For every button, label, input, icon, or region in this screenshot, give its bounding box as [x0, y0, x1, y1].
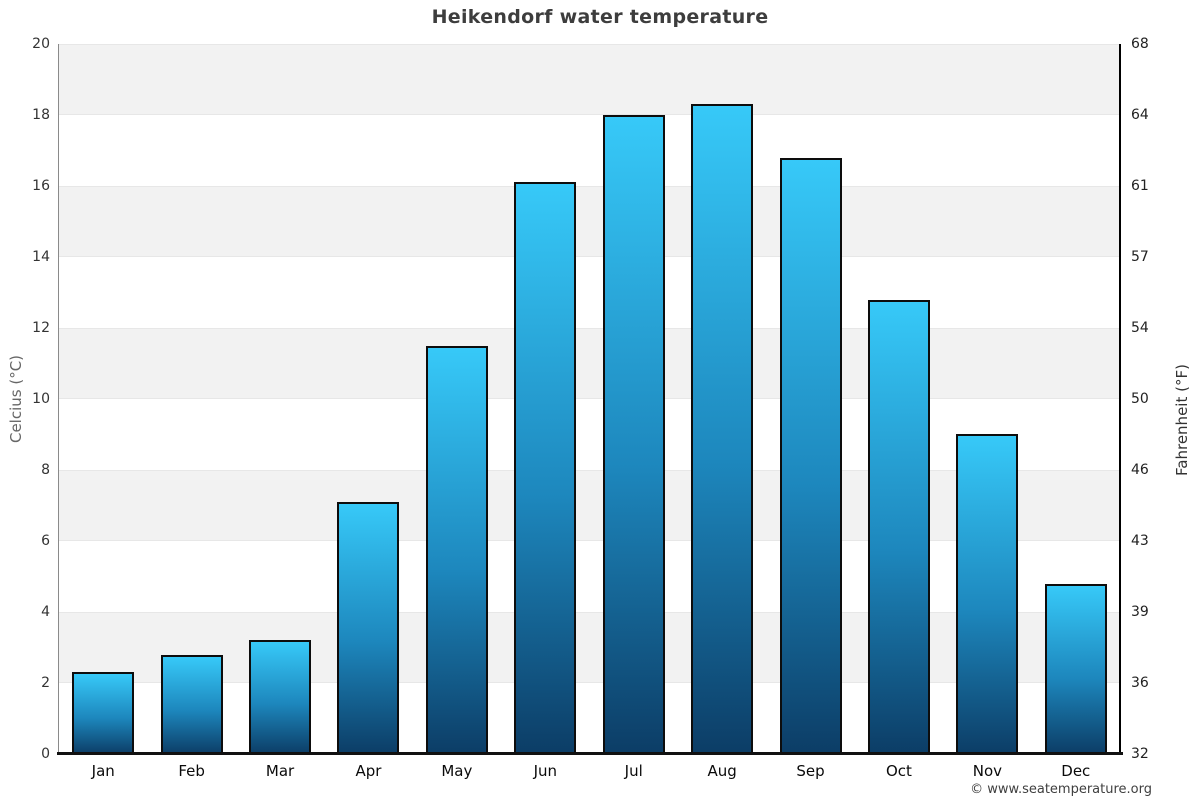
grid-band [59, 612, 1120, 683]
y-axis-left-tick: 2 [41, 675, 50, 691]
temperature-bar-jan [72, 672, 134, 754]
temperature-bar-nov [956, 434, 1018, 754]
temperature-bar-feb [161, 655, 223, 754]
y-axis-right-tick: 61 [1131, 178, 1149, 194]
y-axis-left-line [58, 44, 59, 754]
y-axis-right-title: Fahrenheit (°F) [1173, 364, 1191, 476]
y-axis-left-tick: 18 [32, 107, 50, 123]
y-axis-right-tick: 68 [1131, 36, 1149, 52]
y-axis-left-tick: 16 [32, 178, 50, 194]
copyright-credit: © www.seatemperature.org [970, 782, 1152, 797]
chart-title: Heikendorf water temperature [431, 6, 769, 28]
y-axis-right-tick: 32 [1131, 746, 1149, 762]
temperature-bar-dec [1045, 584, 1107, 754]
temperature-bar-apr [337, 502, 399, 754]
temperature-bar-oct [868, 300, 930, 754]
grid-band [59, 186, 1120, 257]
y-axis-right-tick: 39 [1131, 604, 1149, 620]
y-axis-left-tick: 4 [41, 604, 50, 620]
y-axis-right-tick: 54 [1131, 320, 1149, 336]
x-axis-label-oct: Oct [885, 762, 912, 780]
x-axis-label-apr: Apr [355, 762, 382, 780]
x-axis-label-mar: Mar [265, 762, 295, 780]
x-axis-label-sep: Sep [796, 762, 825, 780]
x-axis-label-nov: Nov [972, 762, 1002, 780]
grid-band [59, 44, 1120, 115]
y-axis-left-tick: 8 [41, 462, 50, 478]
y-axis-left-title: Celcius (°C) [7, 354, 25, 444]
y-axis-left-tick: 20 [32, 36, 50, 52]
grid-band [59, 328, 1120, 399]
y-axis-left-tick: 10 [32, 391, 50, 407]
x-axis-label-jan: Jan [91, 762, 115, 780]
y-axis-right-tick: 46 [1131, 462, 1149, 478]
grid-band [59, 257, 1120, 328]
y-axis-right-tick: 50 [1131, 391, 1149, 407]
temperature-bar-aug [691, 104, 753, 754]
x-axis-label-may: May [441, 762, 473, 780]
y-axis-left-tick: 14 [32, 249, 50, 265]
x-axis-line [57, 752, 1123, 755]
plot-area [59, 44, 1120, 754]
y-axis-right-tick: 64 [1131, 107, 1149, 123]
y-axis-right-tick: 36 [1131, 675, 1149, 691]
grid-band [59, 470, 1120, 541]
temperature-bar-mar [249, 640, 311, 754]
x-axis-label-jun: Jun [533, 762, 557, 780]
temperature-bar-may [426, 346, 488, 754]
x-axis-label-dec: Dec [1061, 762, 1091, 780]
y-axis-right-line [1119, 44, 1121, 754]
y-axis-left-tick: 0 [41, 746, 50, 762]
y-axis-right-tick: 43 [1131, 533, 1149, 549]
y-axis-right-tick: 57 [1131, 249, 1149, 265]
y-axis-left-tick: 6 [41, 533, 50, 549]
grid-band [59, 115, 1120, 186]
temperature-bar-jul [603, 115, 665, 754]
y-axis-left-tick: 12 [32, 320, 50, 336]
x-axis-label-feb: Feb [178, 762, 205, 780]
temperature-bar-sep [780, 158, 842, 754]
temperature-bar-jun [514, 182, 576, 754]
x-axis-label-aug: Aug [707, 762, 737, 780]
x-axis-label-jul: Jul [624, 762, 643, 780]
